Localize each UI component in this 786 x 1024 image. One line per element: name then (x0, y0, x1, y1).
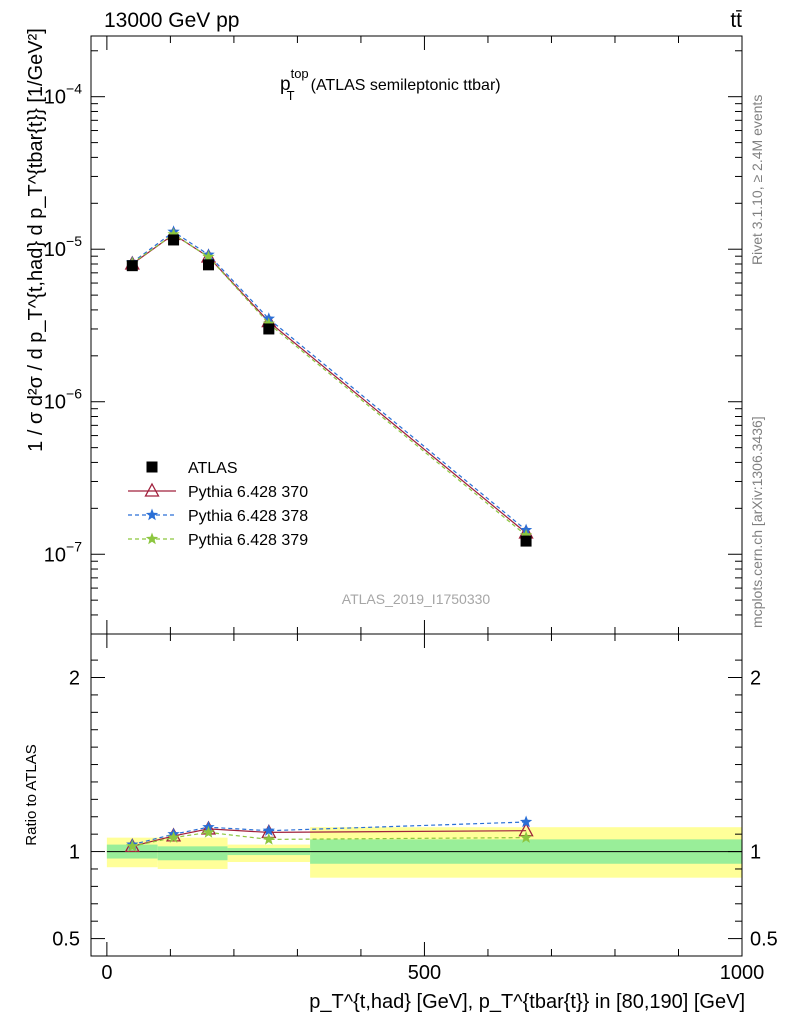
legend-marker (145, 532, 159, 545)
main-y-tick-label: 10−5 (44, 233, 82, 261)
x-tick-label: 0 (101, 962, 112, 984)
legend-entry: ATLAS (146, 460, 238, 477)
ratio-y-tick-label-right: 1 (750, 842, 761, 864)
main-y-tick-label-exponent: −6 (66, 386, 82, 402)
ratio-data-point (165, 827, 182, 842)
data-point (167, 227, 180, 240)
series-1 (124, 226, 534, 539)
data-point (520, 535, 532, 547)
data-point (126, 260, 138, 272)
plot-title-description: (ATLAS semileptonic ttbar) (311, 77, 501, 94)
main-y-tick-label: 10−4 (44, 81, 82, 109)
analysis-id: ATLAS_2019_I1750330 (342, 591, 491, 607)
legend-label: Pythia 6.428 370 (188, 484, 308, 501)
rivet-version-label: Rivet 3.1.10, ≥ 2.4M events (749, 95, 765, 265)
main-y-tick-label-base: 10 (44, 239, 66, 261)
ratio-data-point (167, 831, 180, 843)
ratio-plot-frame (90, 633, 743, 957)
main-y-tick-label-exponent: −4 (66, 81, 82, 97)
data-point (262, 317, 275, 329)
data-point (263, 323, 275, 335)
legend-label: Pythia 6.428 379 (188, 532, 308, 549)
ratio-y-tick-label: 0.5 (52, 929, 80, 951)
legend-marker (144, 482, 160, 497)
plot-title-subscript: T (287, 88, 295, 103)
plot-title-symbol: p (280, 74, 291, 95)
main-y-tick-label: 10−6 (44, 386, 82, 414)
data-point (168, 234, 180, 246)
header-process-label: tt̄ (730, 9, 742, 32)
ratio-data-point (126, 839, 139, 852)
legend-entry: Pythia 6.428 378 (128, 508, 308, 525)
uncertainty-band-inner (157, 846, 228, 861)
data-point (202, 250, 215, 263)
series-2 (126, 225, 533, 536)
ratio-data-point (519, 815, 533, 828)
x-tick-label: 1000 (720, 962, 765, 984)
ratio-y-axis-label: Ratio to ATLAS (23, 744, 40, 845)
plot-title: ptop T (ATLAS semileptonic ttbar) (280, 66, 501, 103)
header-collision-label: 13000 GeV pp (104, 9, 239, 32)
x-tick-label: 500 (408, 962, 441, 984)
ratio-series-2 (126, 825, 533, 852)
legend-label: Pythia 6.428 378 (188, 508, 308, 525)
series-3 (126, 227, 533, 541)
main-y-tick-label-base: 10 (44, 544, 66, 566)
data-point (202, 259, 214, 271)
legend-entry: Pythia 6.428 370 (128, 482, 308, 501)
ratio-data-point (202, 825, 215, 838)
legend-entry: Pythia 6.428 379 (128, 532, 308, 549)
data-point (519, 528, 533, 541)
main-y-axis-label: 1 / σ d²σ / d p_T^{t,had} d p_T^{tbar{t}… (25, 28, 47, 452)
main-y-tick-label-base: 10 (44, 87, 66, 109)
series-0 (126, 234, 532, 547)
ratio-y-tick-label-right: 0.5 (750, 929, 778, 951)
main-y-tick-label-exponent: −7 (66, 538, 82, 554)
ratio-plot-frame-overlay (90, 633, 743, 957)
mcplots-label: mcplots.cern.ch [arXiv:1306.3436] (749, 416, 765, 628)
main-y-tick-label-base: 10 (44, 392, 66, 414)
ratio-y-tick-label: 1 (69, 842, 80, 864)
ratio-data-point (262, 832, 275, 845)
ratio-y-tick-label: 2 (69, 668, 80, 690)
legend-marker (146, 461, 158, 473)
ratio-data-point (262, 824, 275, 836)
main-y-tick-label-exponent: −5 (66, 233, 82, 249)
x-axis-label: p_T^{t,had} [GeV], p_T^{tbar{t}} in [80,… (309, 991, 745, 1013)
ratio-y-tick-label-right: 2 (750, 668, 761, 690)
legend-marker (145, 508, 159, 521)
ratio-data-point (519, 831, 533, 843)
main-y-tick-label: 10−7 (44, 538, 82, 566)
plot-title-superscript: top (291, 66, 309, 81)
legend-label: ATLAS (188, 460, 238, 477)
legend: ATLAS Pythia 6.428 370 Pythia 6.428 378 Pyt… (128, 460, 308, 549)
